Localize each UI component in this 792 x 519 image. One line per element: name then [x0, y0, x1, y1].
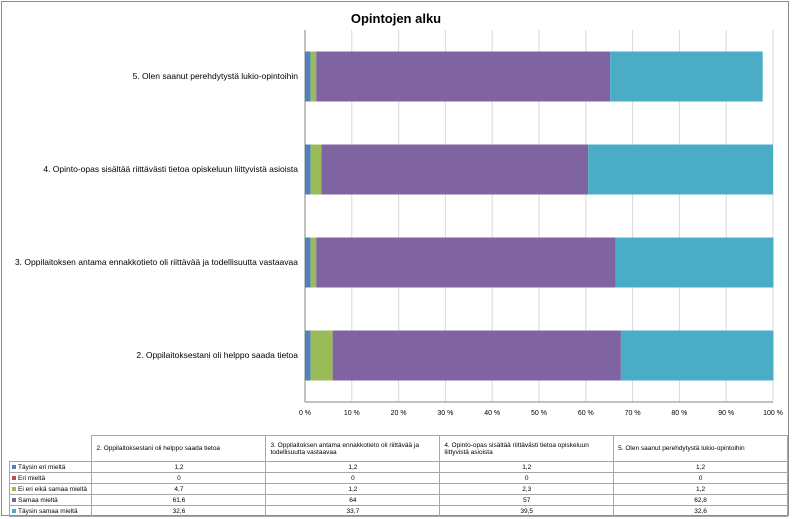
data-cell: 0: [91, 472, 267, 484]
table-header: 5. Olen saanut perehdytystä lukio-opinto…: [613, 435, 788, 462]
x-tick-label: 0 %: [299, 410, 311, 417]
data-table-corner: [9, 435, 93, 462]
data-table-header-row: 2. Oppilaitoksestani oli helppo saada ti…: [9, 435, 788, 462]
bar-segment: [305, 51, 311, 102]
category-label: 2. Oppilaitoksestani oli helppo saada ti…: [136, 349, 298, 360]
data-cell: 32,6: [91, 505, 267, 517]
data-table: 2. Oppilaitoksestani oli helppo saada ti…: [8, 435, 788, 517]
data-table-row: Täysin samaa mieltä 32,6 33,7 39,5 32,6: [8, 505, 788, 517]
data-cell: 64: [265, 494, 441, 506]
series-name-cell: Täysin samaa mieltä: [8, 505, 93, 517]
bar-segment: [305, 237, 311, 288]
table-header: 4. Opinto-opas sisältää riittävästi tiet…: [439, 435, 615, 462]
data-cell: 57: [439, 494, 615, 506]
bar-segment: [305, 144, 311, 195]
data-cell: 1,2: [613, 483, 788, 495]
data-cell: 4,7: [91, 483, 267, 495]
bar-segment: [316, 51, 611, 102]
data-cell: 0: [613, 472, 788, 484]
data-cell: 61,6: [91, 494, 267, 506]
data-cell: 2,3: [439, 483, 615, 495]
x-tick-label: 80 %: [671, 410, 687, 417]
data-cell: 1,2: [265, 461, 441, 473]
bar-segment: [310, 144, 322, 195]
bar-segment: [316, 237, 616, 288]
bar-segment: [321, 144, 589, 195]
series-name-cell: Eri mieltä: [8, 472, 93, 484]
bar-segment: [310, 237, 317, 288]
bar-segment: [310, 51, 317, 102]
x-tick-label: 30 %: [437, 410, 453, 417]
data-cell: 1,2: [613, 461, 788, 473]
category-label: 5. Olen saanut perehdytystä lukio-opinto…: [132, 70, 298, 81]
table-header: 2. Oppilaitoksestani oli helppo saada ti…: [91, 435, 267, 462]
data-cell: 32,6: [613, 505, 788, 517]
plot-area: 0 % 10 % 20 % 30 % 40 % 50 % 60 % 70 % 80 % 90 % 1…: [299, 30, 783, 417]
data-table-row: Eri mieltä 0 0 0 0: [8, 472, 788, 484]
data-cell: 39,5: [439, 505, 615, 517]
legend-swatch: [12, 486, 16, 491]
bar-segment: [588, 144, 773, 195]
data-cell: 62,8: [613, 494, 788, 506]
x-tick-label: 60 %: [578, 410, 594, 417]
x-tick-label: 100 %: [763, 410, 783, 417]
bar-segment: [620, 330, 774, 381]
data-cell: 1,2: [265, 483, 441, 495]
legend-swatch: [12, 475, 16, 480]
bar-segment: [332, 330, 621, 381]
x-tick-label: 50 %: [531, 410, 547, 417]
data-cell: 33,7: [265, 505, 441, 517]
bar-segment: [615, 237, 774, 288]
data-table-row: Samaa mieltä 61,6 64 57 62,8: [8, 494, 788, 506]
x-tick-label: 10 %: [344, 410, 360, 417]
bar-segment: [310, 330, 333, 381]
bar-segment: [305, 330, 311, 381]
table-header: 3. Oppilaitoksen antama ennakkotieto oli…: [265, 435, 441, 462]
series-name-cell: Samaa mieltä: [8, 494, 93, 506]
data-table-row: Täysin eri mieltä 1,2 1,2 1,2 1,2: [8, 461, 788, 473]
bar-segment: [610, 51, 763, 102]
x-tick-label: 20 %: [391, 410, 407, 417]
x-tick-label: 90 %: [718, 410, 734, 417]
series-name-cell: Ei eri eikä samaa mieltä: [8, 483, 93, 495]
x-tick-label: 70 %: [625, 410, 641, 417]
legend-swatch: [12, 508, 16, 513]
category-label: 4. Opinto-opas sisältää riittävästi tiet…: [43, 163, 298, 174]
data-cell: 1,2: [91, 461, 267, 473]
data-cell: 0: [265, 472, 441, 484]
category-label: 3. Oppilaitoksen antama ennakkotieto oli…: [14, 256, 298, 267]
data-cell: 0: [439, 472, 615, 484]
data-cell: 1,2: [439, 461, 615, 473]
data-table-row: Ei eri eikä samaa mieltä 4,7 1,2 2,3 1,2: [8, 483, 788, 495]
x-tick-label: 40 %: [484, 410, 500, 417]
series-name-cell: Täysin eri mieltä: [8, 461, 93, 473]
chart-title: Opintojen alku: [350, 11, 442, 26]
legend-swatch: [12, 464, 16, 469]
legend-swatch: [12, 497, 16, 502]
